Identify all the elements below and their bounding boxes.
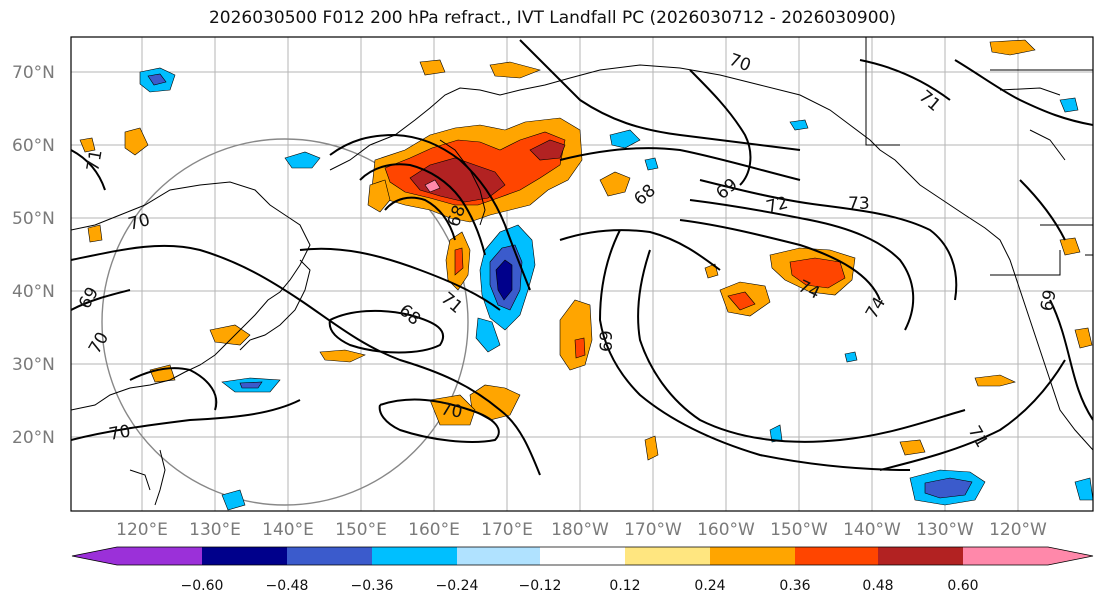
range-circle bbox=[101, 138, 469, 506]
lon-label: 160°W bbox=[697, 520, 755, 540]
contour-label: 69 bbox=[597, 330, 617, 352]
shaded-fields bbox=[79, 39, 1093, 511]
map-title: 2026030500 F012 200 hPa refract., IVT La… bbox=[208, 8, 896, 28]
lon-label: 120°W bbox=[989, 520, 1047, 540]
contour-lines bbox=[71, 39, 1093, 476]
lon-label: 180°W bbox=[551, 520, 609, 540]
lat-label: 20°N bbox=[12, 428, 55, 448]
colorbar-tick: −0.12 bbox=[519, 578, 562, 594]
lon-label: 140°E bbox=[262, 520, 314, 540]
latitude-labels: 20°N 30°N 40°N 50°N 60°N 70°N bbox=[12, 63, 55, 448]
colorbar-tick: −0.60 bbox=[181, 578, 224, 594]
colorbar-segment bbox=[457, 547, 540, 565]
colorbar-tick: −0.24 bbox=[436, 578, 479, 594]
lon-label: 120°E bbox=[116, 520, 168, 540]
colorbar-segment bbox=[117, 547, 202, 565]
lon-label: 130°W bbox=[916, 520, 974, 540]
lon-label: 150°E bbox=[335, 520, 387, 540]
colorbar-tick: 0.36 bbox=[779, 578, 810, 594]
colorbar-tick: −0.48 bbox=[266, 578, 309, 594]
colorbar-tick: 0.48 bbox=[862, 578, 893, 594]
lon-label: 130°E bbox=[189, 520, 241, 540]
contour-label: 71 bbox=[83, 148, 106, 173]
colorbar-segment bbox=[795, 547, 878, 565]
lon-label: 160°E bbox=[408, 520, 460, 540]
colorbar-segment-high-extend bbox=[963, 547, 1093, 565]
contour-label: 70 bbox=[107, 421, 132, 444]
longitude-labels: 120°E 130°E 140°E 150°E 160°E 170°E 180°… bbox=[116, 520, 1047, 540]
contour-label: 70 bbox=[439, 399, 464, 422]
lon-label: 140°W bbox=[843, 520, 901, 540]
contour-label: 73 bbox=[848, 194, 870, 214]
lon-label: 170°W bbox=[624, 520, 682, 540]
colorbar-segment-low-extend bbox=[72, 547, 117, 565]
colorbar-tick: 0.24 bbox=[694, 578, 725, 594]
lat-label: 50°N bbox=[12, 209, 55, 229]
colorbar-segment bbox=[878, 547, 963, 565]
colorbar-segment bbox=[372, 547, 457, 565]
colorbar-segment bbox=[202, 547, 287, 565]
colorbar: −0.60 −0.48 −0.36 −0.24 −0.12 0.12 0.24 … bbox=[71, 546, 1094, 594]
lon-label: 150°W bbox=[770, 520, 828, 540]
colorbar-tick: 0.60 bbox=[947, 578, 978, 594]
colorbar-segment bbox=[287, 547, 372, 565]
lat-label: 40°N bbox=[12, 282, 55, 302]
lat-label: 60°N bbox=[12, 136, 55, 156]
colorbar-segment bbox=[710, 547, 795, 565]
graticule bbox=[71, 37, 1093, 511]
lat-label: 30°N bbox=[12, 355, 55, 375]
lon-label: 170°E bbox=[481, 520, 533, 540]
map-area bbox=[71, 37, 1093, 511]
colorbar-segment bbox=[540, 547, 625, 565]
colorbar-tick: −0.36 bbox=[351, 578, 394, 594]
colorbar-outline bbox=[71, 546, 1094, 566]
colorbar-segment bbox=[625, 547, 710, 565]
contour-label: 69 bbox=[1037, 288, 1060, 313]
colorbar-tick: 0.12 bbox=[609, 578, 640, 594]
coastlines bbox=[71, 37, 1093, 506]
lat-label: 70°N bbox=[12, 63, 55, 83]
map-frame bbox=[70, 36, 1094, 512]
